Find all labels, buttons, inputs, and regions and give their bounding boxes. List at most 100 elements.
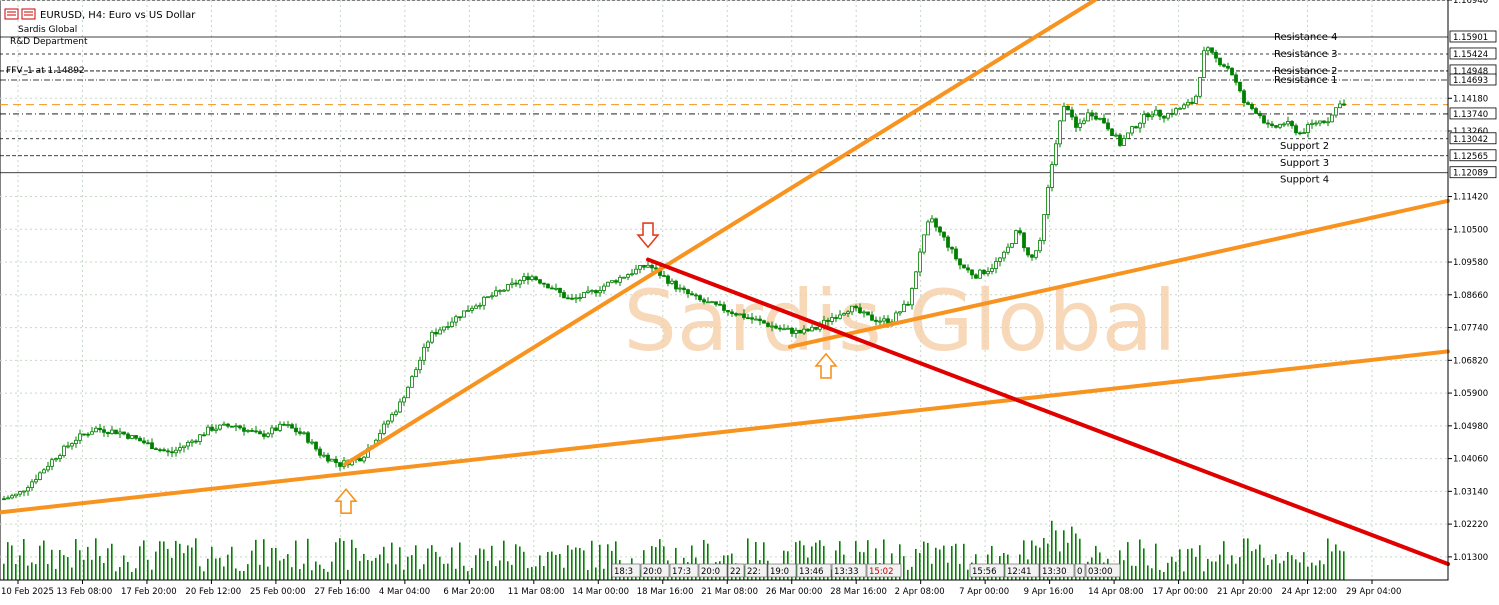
session-box-text: 13:30	[1042, 567, 1067, 577]
session-box	[640, 563, 670, 578]
candle-body	[734, 313, 738, 316]
volume-bar	[943, 545, 945, 580]
session-box-text: 22:	[747, 567, 761, 577]
session-box-text: 15:02	[869, 567, 894, 577]
candle-body	[446, 326, 450, 328]
volume-bar	[519, 546, 521, 580]
price-tick-label: 1.13260	[1453, 127, 1488, 137]
volume-bar	[1051, 520, 1053, 580]
candle-body	[530, 276, 534, 280]
candle-body	[994, 261, 998, 269]
volume-bar	[263, 539, 265, 580]
candle-body	[550, 287, 554, 290]
level-price-box	[1449, 132, 1497, 145]
candle-body	[78, 433, 82, 441]
volume-bar	[1063, 530, 1065, 580]
volume-bar	[1183, 571, 1185, 580]
candle-body	[1094, 115, 1098, 120]
time-tick-label: 6 Mar 20:00	[443, 587, 494, 597]
candle-body	[394, 411, 398, 415]
time-tick-label: 13 Feb 08:00	[56, 587, 112, 597]
candle-body	[1338, 103, 1342, 109]
candle-body	[406, 386, 410, 399]
session-box	[744, 563, 768, 578]
volume-bar	[1151, 568, 1153, 580]
session-box-text: 18:3	[614, 567, 633, 577]
department-name: R&D Department	[10, 37, 88, 47]
session-box	[866, 563, 902, 578]
volume-bar	[763, 542, 765, 580]
volume-bar	[103, 563, 105, 580]
trendlines	[0, 0, 1450, 566]
level-price-box	[1449, 30, 1497, 43]
level-price-box	[1449, 149, 1497, 162]
candle-body	[274, 427, 278, 431]
volume-bar	[1075, 533, 1077, 580]
volume-bar	[455, 568, 457, 580]
volume-bar	[183, 553, 185, 580]
candle-body	[22, 490, 26, 493]
candle-body	[1102, 117, 1106, 124]
volume-bar	[691, 545, 693, 580]
volume-bar	[1323, 564, 1325, 580]
volume-bar	[435, 551, 437, 580]
volume-bar	[1023, 540, 1025, 580]
volume-bar	[19, 555, 21, 580]
volume-bar	[483, 549, 485, 580]
volume-bar	[1187, 549, 1189, 580]
candle-body	[1118, 134, 1122, 146]
candle-body	[38, 472, 42, 480]
candle-body	[686, 289, 690, 295]
candle-body	[106, 431, 110, 434]
candle-body	[1198, 77, 1202, 97]
candle-body	[642, 265, 646, 268]
volume-bar	[923, 541, 925, 580]
candle-body	[326, 454, 330, 462]
volume-bar	[1259, 544, 1261, 580]
candle-body	[334, 458, 338, 463]
time-tick-label: 14 Mar 00:00	[572, 587, 629, 597]
volume-bar	[507, 561, 509, 580]
candle-body	[158, 449, 162, 452]
volume-bar	[243, 571, 245, 580]
volume-bar	[135, 568, 137, 580]
time-tick-label: 29 Apr 04:00	[1346, 587, 1401, 597]
candle-body	[902, 303, 906, 313]
candle-body	[870, 314, 874, 321]
candle-body	[198, 434, 202, 442]
candle-body	[214, 428, 218, 431]
candle-body	[666, 275, 670, 284]
session-box	[669, 563, 699, 578]
candle-body	[474, 305, 478, 309]
support-resistance-levels: Resistance 4 Resistance 3 Resistance 2Resi…	[0, 32, 1448, 186]
candle-body	[186, 441, 190, 447]
candle-body	[1258, 112, 1262, 117]
candle-body	[942, 231, 946, 238]
candle-body	[802, 328, 806, 334]
volume-bar	[615, 541, 617, 580]
candle-body	[966, 267, 970, 271]
candle-body	[194, 440, 198, 443]
level-price-box	[1449, 47, 1497, 60]
volume-bar	[155, 551, 157, 580]
volume-bar	[931, 563, 933, 580]
candle-body	[1318, 120, 1322, 124]
volume-bar	[287, 554, 289, 580]
price-tick-label: 1.07740	[1453, 324, 1488, 334]
up-arrow-icon	[814, 352, 838, 379]
candle-body	[378, 433, 382, 441]
volume-bar	[463, 565, 465, 580]
time-tick-label: 26 Mar 00:00	[766, 587, 823, 597]
volume-bar	[535, 566, 537, 580]
candle-body	[518, 280, 522, 285]
candle-body	[610, 280, 614, 283]
candle-body	[882, 318, 886, 322]
volume-bar	[439, 556, 441, 580]
trendline	[646, 257, 1450, 566]
candle-body	[806, 328, 810, 332]
volume-bar	[107, 548, 109, 580]
volume-bar	[1251, 551, 1253, 580]
candle-body	[986, 271, 990, 275]
candle-body	[1058, 120, 1062, 145]
